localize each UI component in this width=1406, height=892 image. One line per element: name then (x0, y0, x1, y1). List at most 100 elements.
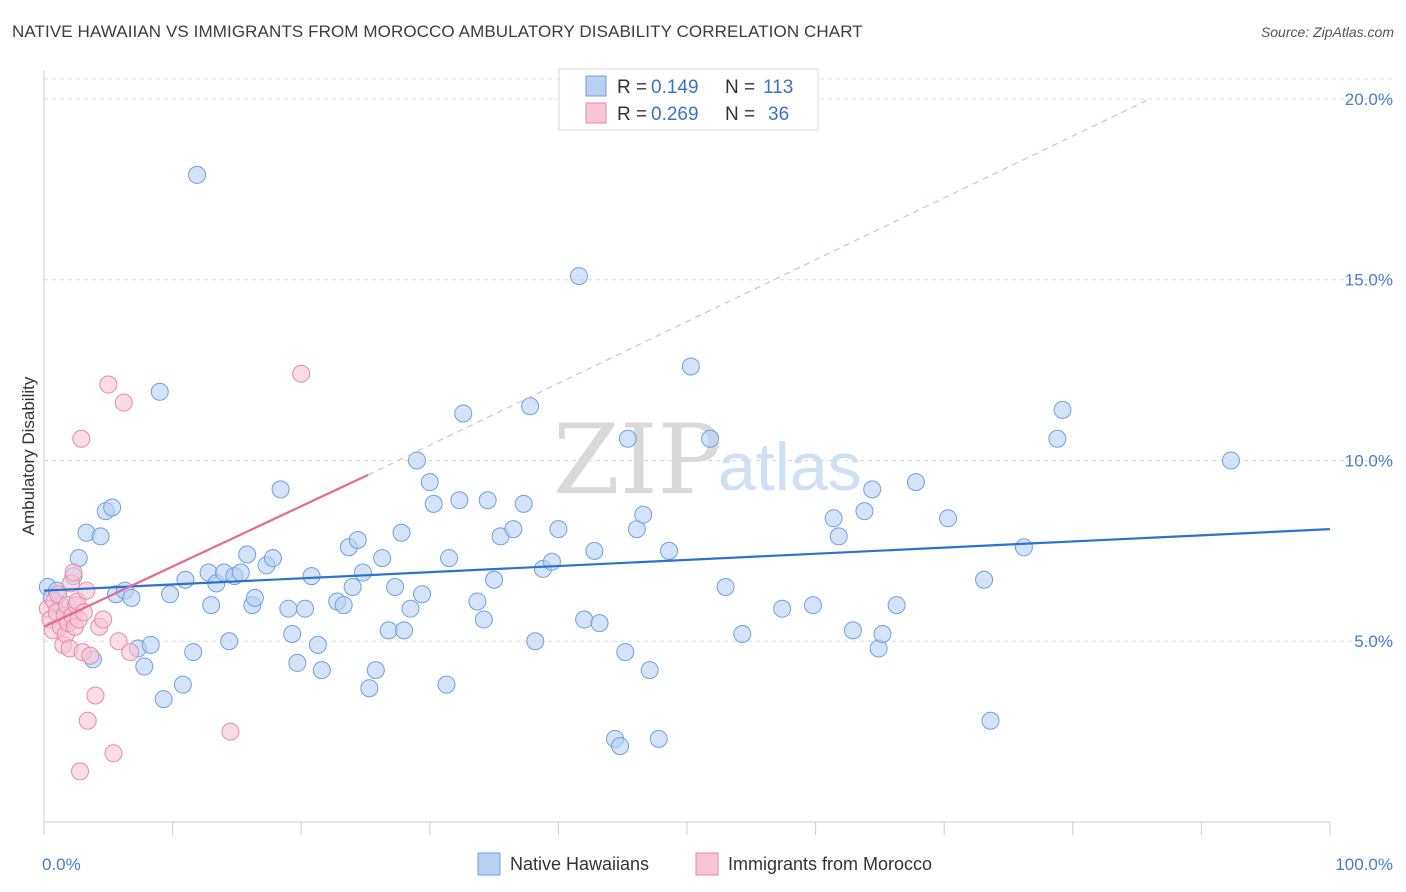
point-1-24 (77, 581, 96, 600)
correlation-legend: R = 0.149 N = 113 R = 0.269 N = 36 (558, 68, 819, 131)
legend-n-label-2: N = (725, 104, 755, 125)
point-0-67 (474, 610, 493, 629)
point-0-31 (238, 545, 257, 564)
point-0-90 (659, 541, 678, 560)
point-0-17 (150, 382, 169, 401)
bottom-legend-immigrants-from-morocco: Immigrants from Morocco (728, 854, 932, 874)
point-0-45 (334, 596, 353, 615)
point-0-33 (245, 588, 264, 607)
point-0-95 (773, 599, 792, 618)
point-0-37 (279, 599, 298, 618)
legend-n-label-1: N = (725, 77, 755, 98)
trend-line-1 (43, 473, 369, 628)
point-0-16 (141, 635, 160, 654)
point-1-27 (86, 686, 105, 705)
point-0-50 (360, 679, 379, 698)
point-1-15 (64, 563, 83, 582)
point-0-19 (161, 585, 180, 604)
point-0-77 (549, 520, 568, 539)
point-0-92 (701, 429, 720, 448)
point-0-10 (103, 498, 122, 517)
point-0-111 (1053, 400, 1072, 419)
point-1-26 (81, 646, 100, 665)
point-0-48 (348, 531, 367, 549)
point-0-71 (504, 520, 523, 539)
point-0-56 (395, 621, 414, 640)
bottom-legend-swatch-native-hawaiians (477, 852, 501, 876)
point-0-62 (437, 675, 456, 694)
point-0-105 (906, 473, 925, 492)
bottom-legend-native-hawaiians: Native Hawaiians (510, 854, 649, 874)
point-0-61 (424, 494, 443, 513)
point-0-100 (855, 502, 874, 521)
point-1-31 (104, 744, 123, 763)
trend-extension-1 (367, 98, 1151, 476)
point-0-68 (478, 491, 497, 510)
point-0-78 (569, 267, 588, 286)
x-tick-labels: 0.0% 100.0% (42, 855, 1393, 874)
point-0-58 (407, 451, 426, 470)
source-label: Source: ZipAtlas.com (1260, 24, 1394, 40)
legend-n-value-1: 113 (763, 77, 793, 98)
point-0-87 (634, 505, 653, 524)
point-0-36 (271, 480, 290, 499)
point-0-85 (618, 429, 637, 448)
point-1-33 (114, 393, 133, 412)
point-0-103 (873, 625, 892, 643)
point-0-64 (450, 491, 469, 510)
point-0-79 (575, 610, 594, 629)
point-0-25 (202, 596, 221, 615)
legend-n-value-2: 36 (768, 104, 789, 125)
point-0-98 (829, 527, 848, 546)
point-0-43 (312, 661, 331, 680)
point-0-93 (716, 578, 735, 596)
point-0-38 (283, 625, 302, 643)
point-1-25 (78, 711, 97, 730)
point-1-20 (71, 762, 90, 781)
point-0-110 (1048, 429, 1067, 448)
point-0-108 (981, 711, 1000, 730)
point-0-99 (843, 621, 862, 640)
chart-title: NATIVE HAWAIIAN VS IMMIGRANTS FROM MOROC… (12, 22, 863, 41)
point-0-91 (681, 357, 700, 376)
point-0-23 (188, 165, 207, 184)
y-axis-label: Ambulatory Disability (19, 376, 38, 535)
point-0-15 (135, 657, 154, 676)
watermark: ZIP atlas (553, 404, 862, 516)
watermark-atlas: atlas (718, 429, 862, 505)
axes (43, 70, 1331, 835)
point-0-60 (420, 473, 439, 492)
point-0-40 (296, 599, 315, 618)
point-1-29 (94, 610, 113, 629)
point-0-89 (649, 729, 668, 748)
point-0-41 (302, 567, 321, 586)
point-0-28 (220, 632, 239, 651)
legend-swatch-native-hawaiians (585, 75, 607, 97)
series-legend: Native Hawaiians Immigrants from Morocco (477, 852, 932, 876)
point-0-80 (585, 541, 604, 560)
point-0-101 (863, 480, 882, 499)
y-tick-label-2: 15.0% (1345, 271, 1393, 290)
point-0-13 (122, 588, 141, 607)
point-0-104 (887, 596, 906, 615)
watermark-zip: ZIP (553, 404, 722, 516)
point-0-49 (353, 563, 372, 582)
point-0-97 (824, 509, 843, 528)
point-1-35 (221, 722, 240, 741)
y-tick-label-0: 5.0% (1354, 632, 1393, 651)
point-1-34 (121, 643, 140, 662)
point-0-88 (640, 661, 659, 680)
point-0-35 (263, 549, 282, 568)
point-1-21 (72, 429, 91, 448)
x-tick-label-0: 0.0% (42, 855, 81, 874)
point-0-20 (173, 675, 192, 694)
point-1-32 (109, 632, 128, 651)
point-0-57 (401, 599, 420, 618)
point-1-30 (99, 375, 118, 394)
point-0-96 (804, 596, 823, 615)
point-0-109 (1014, 538, 1033, 557)
point-0-39 (288, 653, 307, 672)
point-0-51 (366, 661, 385, 680)
trend-lines (43, 98, 1331, 628)
